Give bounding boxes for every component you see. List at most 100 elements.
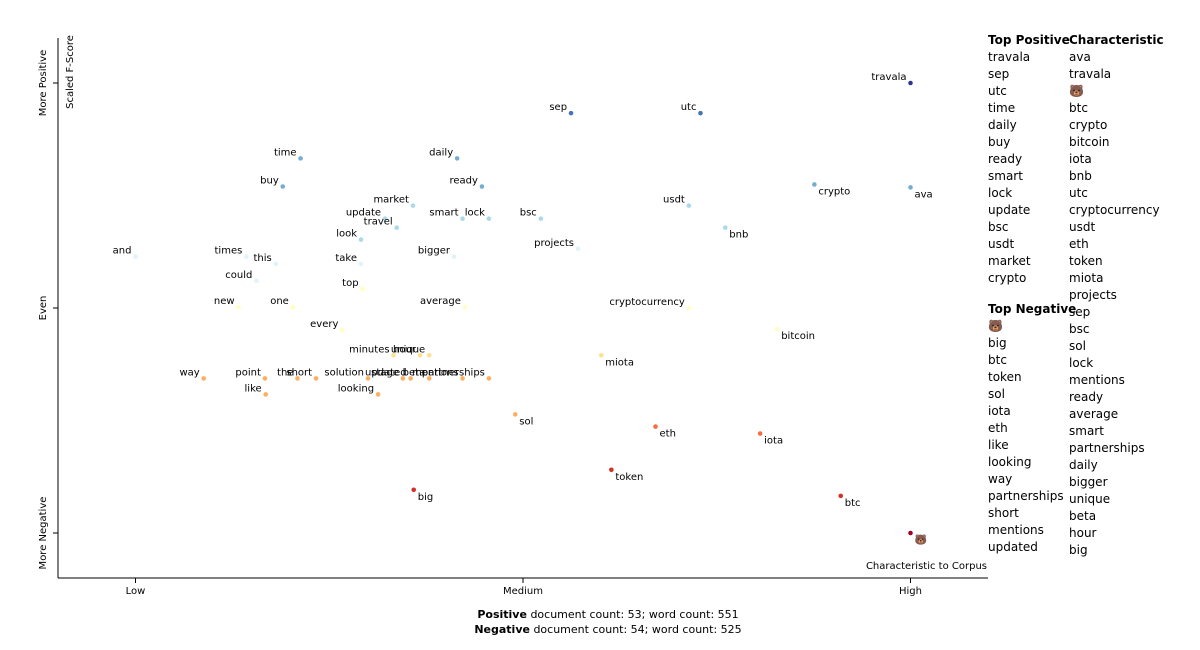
point-label: top [342,278,358,289]
x-axis-title: Characteristic to Corpus [866,561,987,572]
term-list-item: updated [988,540,1038,554]
point-label: usdt [663,195,685,206]
point [263,392,269,397]
point-label: cryptocurrency [609,297,685,308]
point-label: bitcoin [781,331,815,342]
term-list-item: sol [1069,339,1086,353]
point [908,530,913,536]
point [838,493,844,499]
term-list-item: partnerships [988,489,1064,503]
point-label: smart [429,208,458,219]
point [295,376,300,381]
term-list-item: sep [1069,305,1090,319]
point-label: new [214,296,235,307]
term-list-item: short [988,506,1019,520]
point [262,376,268,381]
point-label: iota [764,436,783,447]
point-label: eth [660,429,676,440]
point [479,184,485,189]
point [568,110,574,116]
point [411,487,417,493]
point-label: time [274,147,297,158]
term-list-item: ready [988,152,1022,166]
term-list-item: unique [1069,492,1110,506]
term-list-item: ava [1069,50,1091,64]
point-label: beta [403,367,426,378]
point [609,467,614,473]
term-list-item: big [988,336,1007,350]
point [410,203,416,208]
term-list-item: bitcoin [1069,135,1110,149]
point [290,304,296,310]
point-label: take [335,253,357,264]
term-list-item: miota [1069,271,1103,285]
y-tick-label: More Positive [38,50,49,117]
panel-title: Characteristic [1069,33,1164,47]
point [462,304,468,310]
point-label: ready [449,176,478,187]
point-label: this [254,253,272,264]
point-label: solution [324,367,364,378]
term-list-item: partnerships [1069,441,1145,455]
point-label: mentions [412,367,459,378]
point-label: point [235,367,261,378]
point [298,156,303,161]
term-list-item: like [988,438,1009,452]
term-list-item: usdt [988,237,1014,251]
point-label: the [277,367,293,378]
point [365,376,371,381]
point-label: update [346,208,381,219]
point [280,184,286,189]
point [254,278,259,284]
term-list-item: btc [988,353,1007,367]
term-list-item: daily [1069,458,1098,472]
point [722,225,728,230]
term-list-item: bsc [988,220,1008,234]
term-list-item: smart [988,169,1023,183]
term-list-item: mentions [988,523,1044,537]
point [686,305,692,311]
point-label: projects [534,238,574,249]
point-label: minutes [349,344,389,355]
point [273,261,279,267]
term-list-item: token [988,370,1022,384]
point [382,216,388,221]
term-list-item: market [988,254,1031,268]
point-label: looking [338,383,374,394]
footer-text: document count: 53; word count: 551 [527,608,739,621]
point [575,246,581,252]
point [417,352,423,358]
term-list-item: beta [1069,509,1096,523]
point-label: updated [365,367,407,378]
term-list-item: usdt [1069,220,1095,234]
point-label: utc [681,102,697,113]
point-label: average [420,296,461,307]
footer-text: document count: 54; word count: 525 [530,623,742,636]
term-list-item: hour [1069,526,1097,540]
x-tick-label: Medium [503,586,543,597]
point-label: unique [391,344,425,355]
point [460,216,465,221]
point [486,216,492,221]
term-list-item: eth [1069,237,1089,251]
point-label: crypto [818,186,850,197]
point [686,203,692,208]
point-label: token [615,472,643,483]
point [908,80,913,86]
point-label: short [286,367,312,378]
term-list-item: crypto [988,271,1026,285]
footer-label: Positive [477,608,527,621]
point-label: and [113,246,132,257]
term-list-item: lock [988,186,1012,200]
footer-line: Negative document count: 54; word count:… [474,623,741,636]
term-list-item: mentions [1069,373,1125,387]
point-label: could [225,270,252,281]
point [774,326,780,332]
point-label: times [215,246,243,257]
point-label: sep [549,102,567,113]
point [244,254,249,259]
point [653,424,658,429]
term-list-item: 🐻 [988,318,1003,333]
term-list-item: utc [1069,186,1088,200]
